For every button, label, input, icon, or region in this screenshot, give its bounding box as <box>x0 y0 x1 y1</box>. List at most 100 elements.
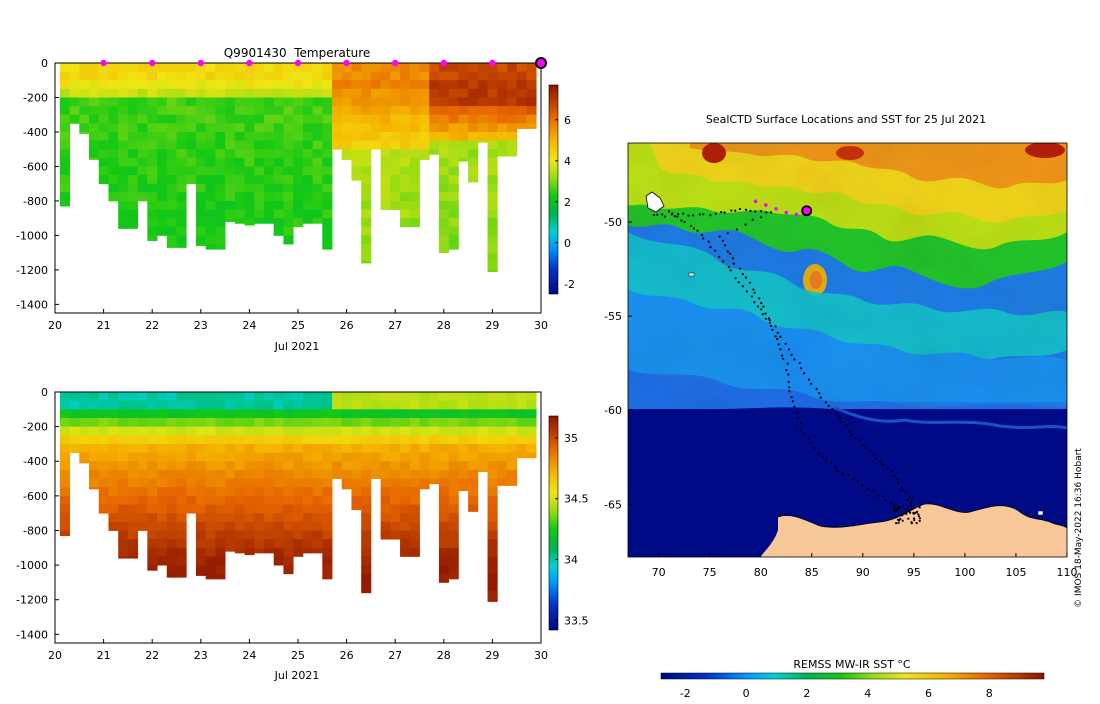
profile-cell <box>176 106 187 116</box>
profile-cell <box>254 521 265 531</box>
profile-cell <box>176 530 187 540</box>
profile-cell <box>205 183 216 193</box>
profile-cell <box>137 478 148 488</box>
track-point <box>744 223 747 226</box>
track-point <box>734 209 737 212</box>
profile-cell <box>127 183 139 193</box>
profile-cell <box>322 452 333 462</box>
profile-cell <box>448 539 459 549</box>
profile-column <box>458 392 469 492</box>
profile-cell <box>361 435 372 445</box>
profile-cell <box>361 106 372 116</box>
salinity-profiles <box>59 392 537 602</box>
x-tick-label: 21 <box>97 319 111 332</box>
y-tick-label: -1000 <box>16 229 48 242</box>
track-point <box>910 499 914 502</box>
sst-colorbar-label: REMSS MW-IR SST °C <box>793 658 911 671</box>
profile-cell <box>273 417 284 428</box>
profile-cell <box>225 539 236 549</box>
profile-cell <box>487 400 498 410</box>
profile-cell <box>370 435 382 445</box>
profile-cell <box>468 504 479 512</box>
profile-cell <box>186 409 197 419</box>
track-point <box>896 478 899 481</box>
profile-cell <box>409 157 420 167</box>
profile-cell <box>400 461 411 471</box>
track-point <box>854 437 857 440</box>
profile-cell <box>273 443 284 453</box>
profile-cell <box>380 63 391 73</box>
profile-cell <box>89 409 100 419</box>
profile-cell <box>186 478 197 488</box>
profile-cell <box>263 435 275 445</box>
profile-cell <box>147 461 158 471</box>
profile-cell <box>468 461 479 471</box>
profile-cell <box>458 63 469 73</box>
profile-cell <box>487 513 498 523</box>
profile-cell <box>234 469 245 479</box>
profile-cell <box>147 452 158 462</box>
profile-cell <box>409 521 420 531</box>
seal-track <box>652 207 922 525</box>
profile-cell <box>234 547 245 554</box>
profile-cell <box>215 200 226 210</box>
profile-column <box>351 392 362 511</box>
track-point <box>768 321 771 324</box>
surface-marker <box>100 59 107 67</box>
profile-cell <box>205 106 216 116</box>
profile-cell <box>263 426 275 436</box>
profile-cell <box>263 209 275 219</box>
profile-cell <box>157 97 168 107</box>
profile-cell <box>322 495 333 505</box>
profile-cell <box>332 426 343 436</box>
profile-cell <box>166 244 177 248</box>
profile-cell <box>283 547 294 557</box>
profile-cell <box>118 140 129 150</box>
profile-cell <box>438 131 450 141</box>
profile-cell <box>526 114 537 124</box>
profile-cell <box>458 461 469 471</box>
profile-cell <box>195 200 207 210</box>
profile-cell <box>361 157 372 167</box>
profile-cell <box>497 400 508 410</box>
profile-cell <box>400 183 411 193</box>
profile-cell <box>108 513 119 523</box>
profile-cell <box>390 461 401 471</box>
profile-cell <box>186 392 197 402</box>
profile-cell <box>59 392 70 402</box>
profile-cell <box>176 235 187 245</box>
profile-cell <box>118 478 129 488</box>
profile-cell <box>137 417 148 428</box>
profile-cell <box>312 513 323 523</box>
profile-cell <box>361 166 372 176</box>
profile-cell <box>244 530 255 540</box>
track-point <box>718 255 721 258</box>
profile-cell <box>147 235 158 241</box>
track-point <box>787 380 790 384</box>
profile-cell <box>166 200 177 210</box>
profile-cell <box>293 392 304 402</box>
profile-cell <box>215 149 226 159</box>
profile-cell <box>108 400 119 410</box>
profile-cell <box>293 409 304 419</box>
profile-cell <box>147 513 158 523</box>
profile-cell <box>89 157 100 160</box>
profile-cell <box>487 131 498 141</box>
profile-cell <box>263 469 275 479</box>
profile-cell <box>59 443 70 453</box>
profile-cell <box>283 513 294 523</box>
profile-column <box>438 63 450 254</box>
profile-cell <box>458 71 469 81</box>
profile-cell <box>166 392 177 402</box>
profile-cell <box>438 63 450 73</box>
profile-cell <box>215 400 226 410</box>
track-point <box>759 210 763 213</box>
profile-cell <box>244 218 255 226</box>
profile-cell <box>497 478 508 486</box>
profile-column <box>487 63 498 273</box>
profile-cell <box>448 200 459 210</box>
track-point <box>822 455 825 459</box>
profile-cell <box>273 200 284 210</box>
profile-cell <box>254 157 265 167</box>
profile-cell <box>118 435 129 445</box>
